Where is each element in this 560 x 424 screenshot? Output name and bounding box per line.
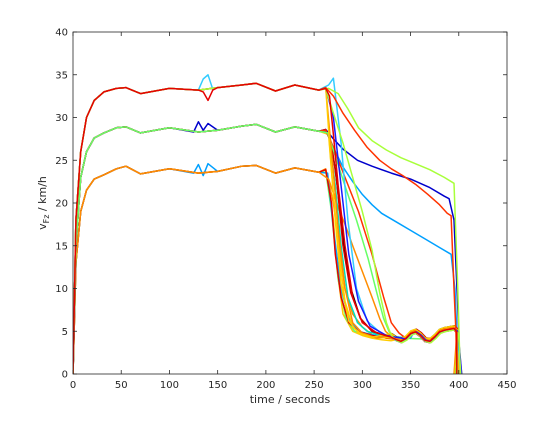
y-tick-label: 40 [55, 28, 68, 39]
y-axis-label-main: v [36, 223, 49, 230]
y-axis-label: vFz / km/h [36, 176, 51, 230]
y-tick-label: 35 [55, 70, 68, 81]
y-tick-label: 15 [55, 241, 68, 252]
x-tick-label: 100 [160, 380, 179, 391]
y-tick-label: 5 [62, 327, 68, 338]
x-tick-label: 400 [449, 380, 468, 391]
axes [72, 31, 508, 375]
x-tick-label: 0 [70, 380, 76, 391]
y-axis-label-units: / km/h [36, 176, 49, 214]
y-tick-label: 30 [55, 113, 68, 124]
x-tick-label: 250 [305, 380, 324, 391]
series-layer [73, 74, 463, 374]
x-tick-label: 300 [353, 380, 372, 391]
x-tick-label: 350 [401, 380, 420, 391]
tick-labels: 0 50 100 150 200 250 300 350 400 450 0 5 10 15 20 25 30 3… [55, 28, 516, 392]
y-tick-label: 0 [62, 370, 68, 381]
y-tick-label: 10 [55, 284, 68, 295]
x-tick-label: 150 [208, 380, 227, 391]
y-axis-label-subscript: Fz [42, 215, 51, 224]
x-tick-label: 450 [497, 380, 516, 391]
y-tick-label: 25 [55, 156, 68, 167]
x-tick-label: 200 [256, 380, 275, 391]
y-tick-label: 20 [55, 199, 68, 210]
x-axis-label: time / seconds [250, 393, 331, 406]
data-series-line [73, 82, 458, 374]
x-tick-label: 50 [115, 380, 128, 391]
